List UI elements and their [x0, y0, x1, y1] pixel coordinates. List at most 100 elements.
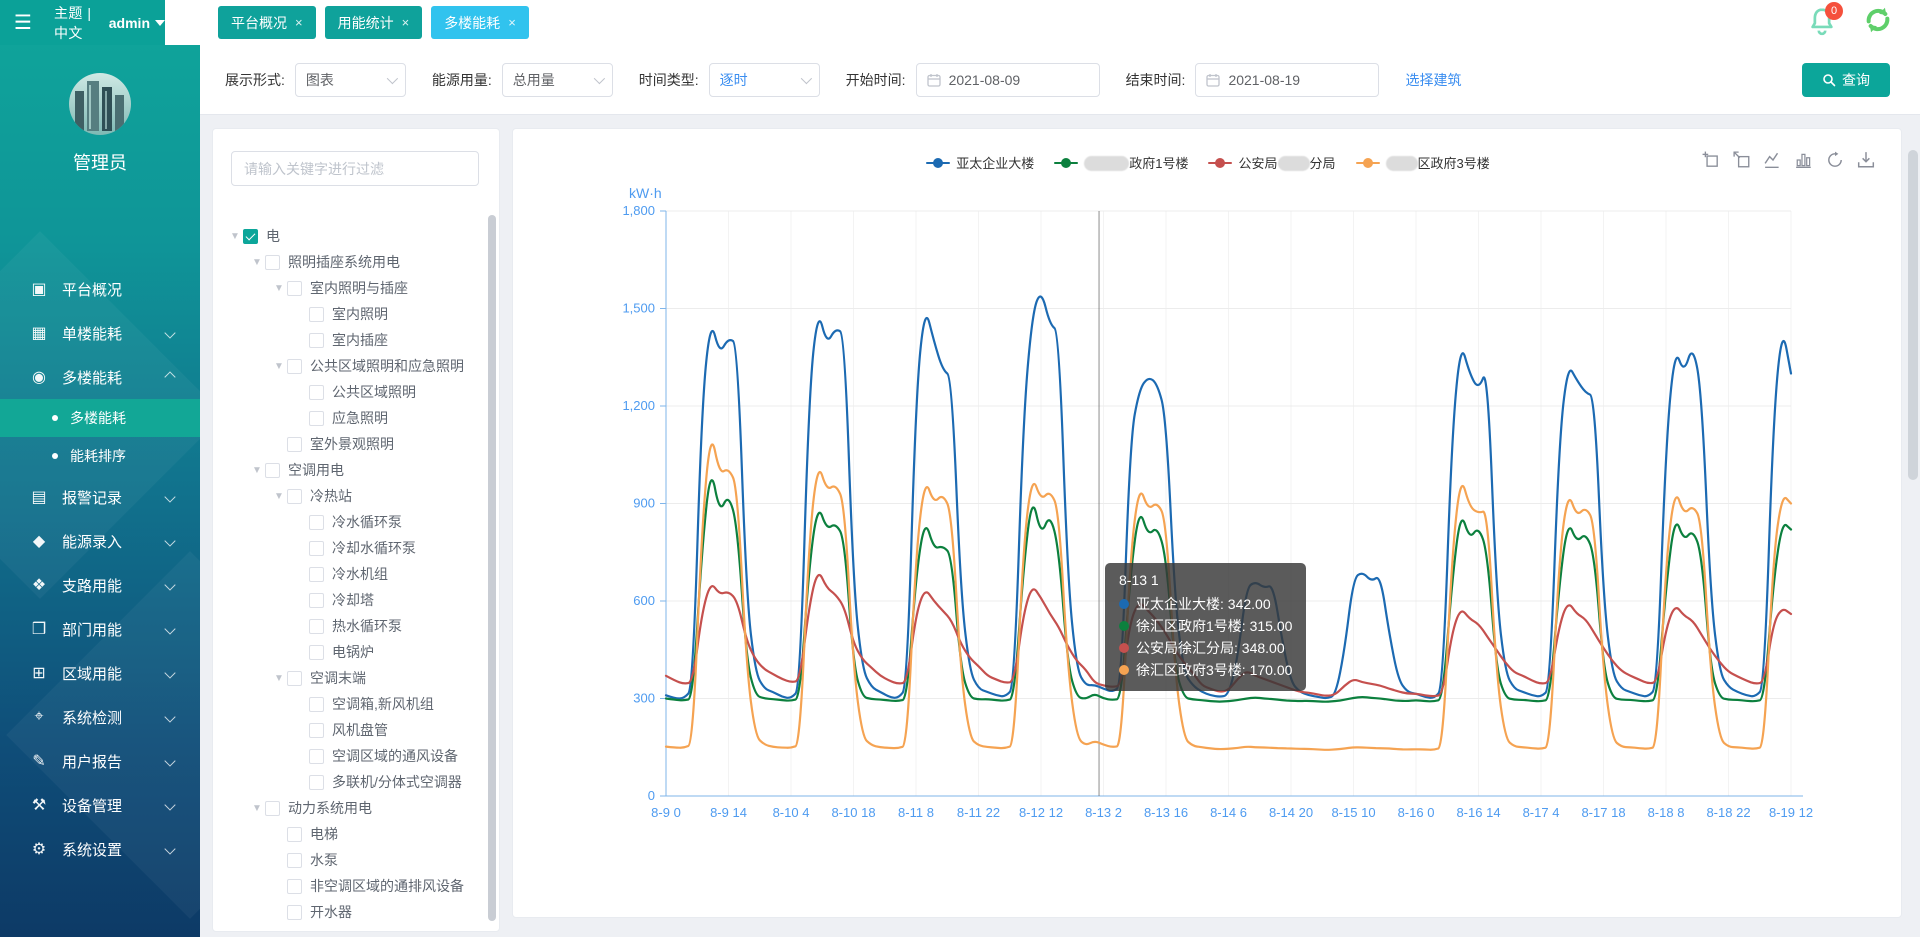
tree-checkbox[interactable]: [287, 358, 302, 374]
sidebar-item-设备管理[interactable]: ⚒ 设备管理: [0, 783, 200, 827]
expand-arrow-icon[interactable]: ▼: [252, 802, 262, 814]
tree-node-空调用电[interactable]: ▼ 空调用电: [213, 457, 491, 483]
sidebar-subitem-多楼能耗[interactable]: 多楼能耗: [0, 399, 200, 437]
sidebar-subitem-能耗排序[interactable]: 能耗排序: [0, 437, 200, 475]
tree-node-冷却塔[interactable]: 冷却塔: [213, 587, 491, 613]
start-date-input[interactable]: 2021-08-09: [915, 62, 1100, 97]
sidebar-item-系统检测[interactable]: ⌖ 系统检测: [0, 695, 200, 739]
page-scrollbar[interactable]: [1908, 150, 1918, 480]
tree-checkbox[interactable]: [309, 514, 324, 530]
sidebar-item-支路用能[interactable]: ❖ 支路用能: [0, 563, 200, 607]
end-date-input[interactable]: 2021-08-19: [1195, 62, 1380, 97]
tree-checkbox[interactable]: [309, 696, 324, 712]
tree-node-冷水机组[interactable]: 冷水机组: [213, 561, 491, 587]
tab-close-icon[interactable]: ×: [508, 15, 516, 30]
tree-node-电梯[interactable]: 电梯: [213, 821, 491, 847]
user-caret-icon[interactable]: [155, 19, 165, 26]
tree-checkbox[interactable]: [287, 826, 302, 842]
tree-node-开水器[interactable]: 开水器: [213, 899, 491, 925]
sidebar-item-系统设置[interactable]: ⚙ 系统设置: [0, 827, 200, 871]
avatar[interactable]: [69, 73, 131, 135]
save-image-icon[interactable]: [1857, 151, 1875, 169]
legend-item-公安局徐汇分局[interactable]: 公安局徐汇分局: [1208, 153, 1336, 172]
sidebar-item-能源录入[interactable]: ◆ 能源录入: [0, 519, 200, 563]
tree-checkbox[interactable]: [287, 878, 302, 894]
tree-checkbox[interactable]: [309, 618, 324, 634]
tree-node-空调箱,新风机组[interactable]: 空调箱,新风机组: [213, 691, 491, 717]
line-chart[interactable]: 0 300 600 900 1,200 1,500 1,800 8-9 0 8-9 14 8-10…: [513, 129, 1903, 919]
tree-checkbox[interactable]: [309, 722, 324, 738]
time-type-select[interactable]: 逐时: [708, 62, 820, 97]
sidebar-item-区域用能[interactable]: ⊞ 区域用能: [0, 651, 200, 695]
tree-node-室外景观照明[interactable]: 室外景观照明: [213, 431, 491, 457]
series-徐汇区政府3号楼[interactable]: [664, 443, 1793, 751]
legend-item-亚太企业大楼[interactable]: 亚太企业大楼: [926, 153, 1034, 172]
tree-node-风机盘管[interactable]: 风机盘管: [213, 717, 491, 743]
tree-filter-input[interactable]: [231, 151, 479, 186]
tree-checkbox[interactable]: [287, 670, 302, 686]
tree-checkbox[interactable]: [287, 904, 302, 920]
sidebar-item-多楼能耗[interactable]: ◉ 多楼能耗: [0, 355, 200, 399]
tree-node-冷水循环泵[interactable]: 冷水循环泵: [213, 509, 491, 535]
tree-checkbox[interactable]: [243, 228, 258, 244]
tree-checkbox[interactable]: [287, 436, 302, 452]
notification-bell-icon[interactable]: 0: [1807, 1, 1843, 40]
tree-checkbox[interactable]: [309, 644, 324, 660]
area-zoom-icon[interactable]: [1702, 151, 1720, 169]
expand-arrow-icon[interactable]: ▼: [274, 672, 284, 684]
menu-toggle-icon[interactable]: ☰: [14, 11, 32, 34]
tree-node-电锅炉[interactable]: 电锅炉: [213, 639, 491, 665]
expand-arrow-icon[interactable]: ▼: [230, 230, 240, 242]
tree-checkbox[interactable]: [265, 800, 280, 816]
tree-node-冷却水循环泵[interactable]: 冷却水循环泵: [213, 535, 491, 561]
tree-checkbox[interactable]: [287, 280, 302, 296]
tree-scrollbar[interactable]: [488, 215, 496, 921]
tree-checkbox[interactable]: [287, 852, 302, 868]
tree-node-照明插座系统用电[interactable]: ▼ 照明插座系统用电: [213, 249, 491, 275]
tab-多楼能耗[interactable]: 多楼能耗 ×: [431, 6, 529, 39]
refresh-icon[interactable]: [1861, 4, 1895, 41]
tree-node-应急照明[interactable]: 应急照明: [213, 405, 491, 431]
expand-arrow-icon[interactable]: ▼: [252, 256, 262, 268]
tree-node-公共区域照明和应急照明[interactable]: ▼ 公共区域照明和应急照明: [213, 353, 491, 379]
sidebar-item-平台概况[interactable]: ▣ 平台概况: [0, 267, 200, 311]
bar-chart-type-icon[interactable]: [1795, 151, 1813, 169]
tree-checkbox[interactable]: [309, 384, 324, 400]
tree-checkbox[interactable]: [309, 410, 324, 426]
energy-usage-select[interactable]: 总用量: [501, 62, 613, 97]
tree-checkbox[interactable]: [265, 254, 280, 270]
tree-checkbox[interactable]: [309, 566, 324, 582]
tree-checkbox[interactable]: [287, 488, 302, 504]
brand-text[interactable]: 主题 | 中文: [53, 4, 92, 41]
tree-node-冷热站[interactable]: ▼ 冷热站: [213, 483, 491, 509]
tree-node-水泵[interactable]: 水泵: [213, 847, 491, 873]
select-building-link[interactable]: 选择建筑: [1405, 71, 1462, 88]
expand-arrow-icon[interactable]: ▼: [274, 360, 284, 372]
tree-checkbox[interactable]: [309, 592, 324, 608]
expand-arrow-icon[interactable]: ▼: [274, 282, 284, 294]
tree-node-室内插座[interactable]: 室内插座: [213, 327, 491, 353]
tree-checkbox[interactable]: [309, 306, 324, 322]
user-name[interactable]: admin: [108, 14, 150, 31]
query-button[interactable]: 查询: [1802, 63, 1890, 97]
legend-item-徐汇区政府1号楼[interactable]: 徐汇区政府1号楼: [1054, 153, 1188, 172]
tree-node-室内照明与插座[interactable]: ▼ 室内照明与插座: [213, 275, 491, 301]
sidebar-item-部门用能[interactable]: ❒ 部门用能: [0, 607, 200, 651]
legend-item-徐汇区政府3号楼[interactable]: 徐汇区政府3号楼: [1355, 153, 1490, 172]
tree-node-空调区域的通风设备[interactable]: 空调区域的通风设备: [213, 743, 491, 769]
tab-close-icon[interactable]: ×: [401, 15, 410, 30]
sidebar-item-单楼能耗[interactable]: ▦ 单楼能耗: [0, 311, 200, 355]
expand-arrow-icon[interactable]: ▼: [252, 464, 262, 476]
tree-node-非空调区域的通排风设备[interactable]: 非空调区域的通排风设备: [213, 873, 491, 899]
restore-icon[interactable]: [1826, 151, 1844, 169]
tab-平台概况[interactable]: 平台概况 ×: [218, 6, 316, 39]
tree-checkbox[interactable]: [309, 540, 324, 556]
series-亚太企业大楼[interactable]: [664, 295, 1793, 700]
zoom-restore-icon[interactable]: [1733, 151, 1751, 169]
tree-node-动力系统用电[interactable]: ▼ 动力系统用电: [213, 795, 491, 821]
tree-checkbox[interactable]: [265, 462, 280, 478]
line-chart-type-icon[interactable]: [1764, 151, 1782, 169]
tree-node-公共区域照明[interactable]: 公共区域照明: [213, 379, 491, 405]
tree-node-空调末端[interactable]: ▼ 空调末端: [213, 665, 491, 691]
sidebar-item-用户报告[interactable]: ✎ 用户报告: [0, 739, 200, 783]
